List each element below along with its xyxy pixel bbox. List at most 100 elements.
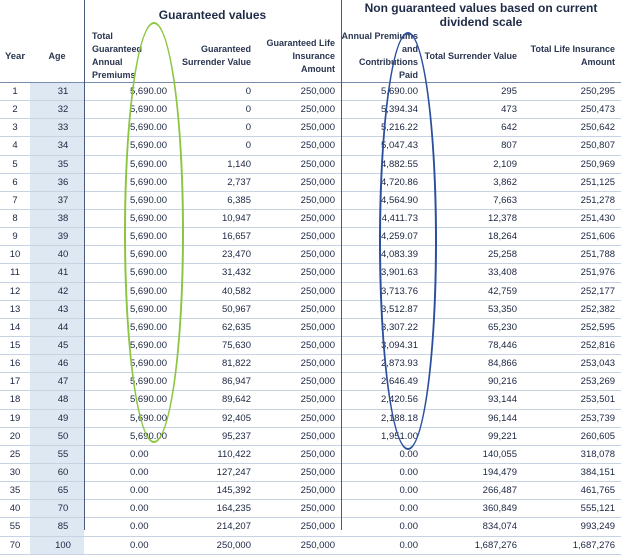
cell-year: 20: [0, 427, 30, 446]
cell-year: 9: [0, 227, 30, 247]
table-row: 70 100 0.00 250,000 250,000 0.00 1,687,276 1,68…: [0, 536, 621, 555]
cell-annual-premiums-paid: 0.00: [341, 536, 424, 555]
cell-annual-premiums-paid: 4,564.90: [341, 191, 424, 210]
table-row: 1 31 5,690.00 0 250,000 5,690.00 295 250,295: [0, 81, 621, 102]
cell-total-life: 555,121: [523, 499, 621, 519]
table-row: 16 46 5,690.00 81,822 250,000 2,873.93 84,866 2…: [0, 354, 621, 374]
cell-total-surrender: 12,378: [424, 209, 523, 229]
cell-guaranteed-life: 250,000: [257, 263, 341, 283]
non-guaranteed-values-heading: Non guaranteed values based on current d…: [364, 1, 598, 29]
guaranteed-values-heading: Guaranteed values: [158, 8, 267, 22]
cell-annual-premiums-paid: 2,420.56: [341, 390, 424, 410]
cell-annual-premium: 0.00: [84, 499, 169, 519]
cell-total-life: 1,687,276: [523, 536, 621, 555]
cell-guaranteed-life: 250,000: [257, 209, 341, 229]
cell-annual-premium: 0.00: [84, 481, 169, 501]
cell-total-surrender: 2,109: [424, 155, 523, 174]
cell-year: 70: [0, 536, 30, 555]
cell-guaranteed-life: 250,000: [257, 155, 341, 174]
cell-age: 33: [30, 118, 84, 138]
cell-annual-premium: 5,690.00: [84, 409, 169, 428]
cell-guaranteed-life: 250,000: [257, 463, 341, 483]
cell-guaranteed-surrender: 0: [169, 136, 257, 156]
cell-total-life: 253,501: [523, 390, 621, 410]
cell-age: 32: [30, 100, 84, 120]
cell-annual-premium: 5,690.00: [84, 100, 169, 120]
cell-annual-premium: 5,690.00: [84, 191, 169, 210]
cell-year: 15: [0, 336, 30, 356]
cell-total-life: 253,269: [523, 372, 621, 392]
cell-total-surrender: 84,866: [424, 354, 523, 374]
cell-guaranteed-life: 250,000: [257, 445, 341, 464]
cell-annual-premiums-paid: 2,873.93: [341, 354, 424, 374]
cell-total-surrender: 1,687,276: [424, 536, 523, 555]
cell-annual-premium: 5,690.00: [84, 354, 169, 374]
cell-guaranteed-surrender: 62,635: [169, 318, 257, 337]
cell-age: 100: [30, 536, 84, 555]
cell-total-life: 250,969: [523, 155, 621, 174]
cell-total-life: 251,976: [523, 263, 621, 283]
table-row: 2 32 5,690.00 0 250,000 5,394.34 473 250,473: [0, 100, 621, 120]
cell-guaranteed-surrender: 81,822: [169, 354, 257, 374]
cell-annual-premium: 5,690.00: [84, 227, 169, 247]
cell-annual-premium: 5,690.00: [84, 263, 169, 283]
cell-age: 44: [30, 318, 84, 337]
cell-year: 55: [0, 517, 30, 537]
cell-guaranteed-surrender: 40,582: [169, 282, 257, 301]
col-header-guaranteed-surrender: Guaranteed Surrender Value: [181, 44, 251, 67]
cell-total-life: 252,816: [523, 336, 621, 356]
cell-guaranteed-life: 250,000: [257, 481, 341, 501]
cell-guaranteed-surrender: 92,405: [169, 409, 257, 428]
cell-total-surrender: 473: [424, 100, 523, 120]
cell-age: 65: [30, 481, 84, 501]
cell-year: 30: [0, 463, 30, 483]
cell-guaranteed-surrender: 50,967: [169, 300, 257, 319]
cell-guaranteed-life: 250,000: [257, 354, 341, 374]
cell-annual-premiums-paid: 4,720.86: [341, 173, 424, 192]
cell-total-surrender: 53,350: [424, 300, 523, 319]
cell-guaranteed-life: 250,000: [257, 517, 341, 537]
cell-total-surrender: 42,759: [424, 282, 523, 301]
cell-annual-premium: 5,690.00: [84, 118, 169, 138]
cell-guaranteed-surrender: 23,470: [169, 245, 257, 265]
table-row: 20 50 5,690.00 95,237 250,000 1,951.00 99,221 2…: [0, 427, 621, 446]
cell-total-life: 253,043: [523, 354, 621, 374]
cell-age: 34: [30, 136, 84, 156]
table-row: 25 55 0.00 110,422 250,000 0.00 140,055 318,078: [0, 445, 621, 464]
cell-guaranteed-surrender: 31,432: [169, 263, 257, 283]
cell-guaranteed-life: 250,000: [257, 409, 341, 428]
table-row: 7 37 5,690.00 6,385 250,000 4,564.90 7,663 251,…: [0, 191, 621, 210]
cell-year: 35: [0, 481, 30, 501]
cell-total-surrender: 33,408: [424, 263, 523, 283]
cell-annual-premiums-paid: 2,646.49: [341, 372, 424, 392]
table-row: 14 44 5,690.00 62,635 250,000 3,307.22 65,230 2…: [0, 318, 621, 337]
table-row: 13 43 5,690.00 50,967 250,000 3,512.87 53,350 2…: [0, 300, 621, 319]
cell-annual-premiums-paid: 3,512.87: [341, 300, 424, 319]
cell-annual-premiums-paid: 4,259.07: [341, 227, 424, 247]
cell-annual-premiums-paid: 3,307.22: [341, 318, 424, 337]
cell-guaranteed-life: 250,000: [257, 136, 341, 156]
cell-annual-premium: 0.00: [84, 536, 169, 555]
cell-annual-premium: 0.00: [84, 445, 169, 464]
cell-year: 7: [0, 191, 30, 210]
cell-year: 10: [0, 245, 30, 265]
col-header-age: Age: [48, 50, 66, 61]
cell-year: 8: [0, 209, 30, 229]
cell-guaranteed-surrender: 250,000: [169, 536, 257, 555]
cell-annual-premium: 5,690.00: [84, 318, 169, 337]
cell-total-surrender: 65,230: [424, 318, 523, 337]
cell-age: 47: [30, 372, 84, 392]
table-row: 9 39 5,690.00 16,657 250,000 4,259.07 18,264 25…: [0, 227, 621, 247]
cell-guaranteed-surrender: 110,422: [169, 445, 257, 464]
cell-year: 3: [0, 118, 30, 138]
cell-year: 40: [0, 499, 30, 519]
table-row: 30 60 0.00 127,247 250,000 0.00 194,479 384,151: [0, 463, 621, 483]
cell-year: 12: [0, 282, 30, 301]
cell-annual-premiums-paid: 0.00: [341, 481, 424, 501]
cell-age: 39: [30, 227, 84, 247]
cell-age: 55: [30, 445, 84, 464]
cell-annual-premiums-paid: 5,216.22: [341, 118, 424, 138]
table-row: 17 47 5,690.00 86,947 250,000 2,646.49 90,216 2…: [0, 372, 621, 392]
cell-total-surrender: 99,221: [424, 427, 523, 446]
